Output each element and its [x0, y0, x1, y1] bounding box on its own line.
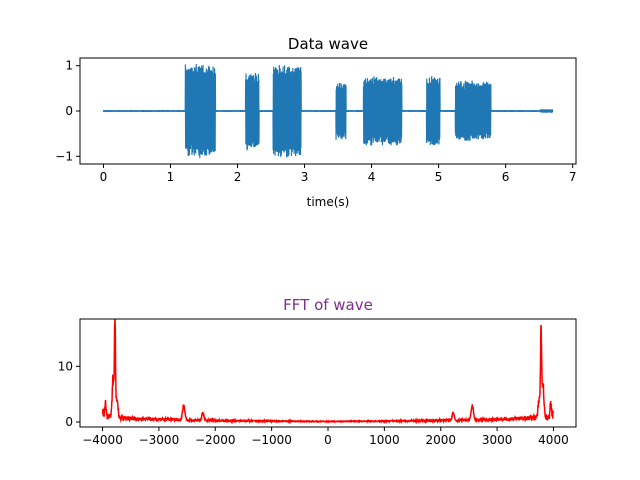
x-tick-label: 7	[569, 170, 577, 184]
y-tick-label: 0	[65, 415, 73, 429]
x-tick-label: 0	[100, 170, 108, 184]
x-tick-label: 4000	[538, 433, 569, 447]
x-tick-label: 2000	[425, 433, 456, 447]
x-tick-label: 1000	[369, 433, 400, 447]
y-tick-label: 10	[58, 359, 73, 373]
fft-series	[101, 318, 555, 425]
plot-frame	[79, 318, 577, 428]
series-line	[102, 64, 554, 159]
data-wave-series	[102, 64, 554, 159]
y-axis-ticks: −1 0 1	[55, 59, 80, 163]
x-tick-label: −4000	[82, 433, 123, 447]
x-axis-ticks: 0 1 2 3 4 5 6 7	[100, 164, 577, 184]
plot-frame	[79, 57, 577, 165]
x-tick-label: 2	[234, 170, 242, 184]
x-tick-label: −1000	[251, 433, 292, 447]
y-tick-label: 1	[65, 59, 73, 73]
chart-title: FFT of wave	[283, 296, 373, 314]
x-tick-label: −2000	[195, 433, 236, 447]
y-tick-label: −1	[55, 149, 73, 163]
x-tick-label: 5	[435, 170, 443, 184]
x-tick-label: 4	[368, 170, 376, 184]
series-line	[101, 318, 555, 425]
fft-chart: FFT of wave −4000 −3000 −2000 −1000 0 1000 200…	[58, 296, 577, 447]
x-axis-ticks: −4000 −3000 −2000 −1000 0 1000 2000 3000 4000	[82, 427, 569, 447]
chart-title: Data wave	[288, 35, 368, 53]
x-tick-label: 0	[324, 433, 332, 447]
data-wave-chart: Data wave 0 1 2 3 4 5 6 7 −1 0 1 time(s)	[55, 35, 577, 209]
x-tick-label: −3000	[139, 433, 180, 447]
y-tick-label: 0	[65, 104, 73, 118]
x-tick-label: 6	[502, 170, 510, 184]
y-axis-ticks: 0 10	[58, 359, 80, 429]
x-axis-label: time(s)	[307, 195, 350, 209]
x-tick-label: 3	[301, 170, 309, 184]
x-tick-label: 3000	[482, 433, 513, 447]
x-tick-label: 1	[167, 170, 175, 184]
